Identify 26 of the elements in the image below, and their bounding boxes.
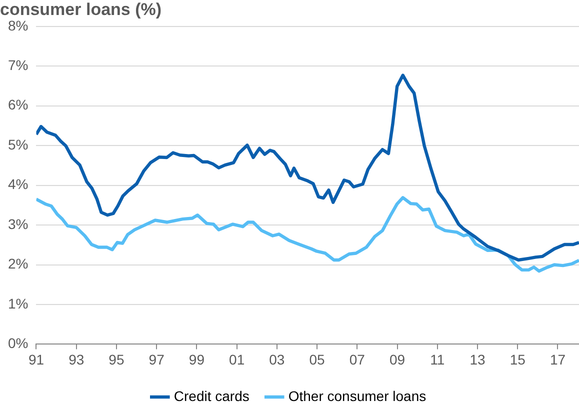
y-tick-label: 5%: [8, 136, 28, 152]
x-tick-label: 99: [188, 351, 205, 368]
legend-label: Other consumer loans: [288, 388, 426, 404]
x-tick-label: 95: [108, 351, 124, 368]
y-tick-label: 3%: [8, 216, 28, 232]
x-tick-label: 91: [28, 351, 44, 368]
x-tick-label: 17: [550, 351, 566, 368]
x-tick-label: 05: [309, 351, 326, 368]
x-tick-label: 97: [148, 351, 165, 368]
y-tick-label: 8%: [8, 17, 28, 34]
y-tick-label: 1%: [8, 295, 28, 312]
x-tick-label: 93: [68, 351, 84, 368]
y-tick-label: 7%: [8, 56, 28, 73]
x-tick-label: 11: [430, 351, 445, 368]
y-tick-label: 6%: [8, 96, 28, 113]
legend-label: Credit cards: [174, 388, 250, 404]
x-tick-label: 09: [389, 351, 406, 368]
x-tick-label: 03: [269, 351, 285, 368]
x-tick-label: 13: [470, 351, 486, 368]
x-tick-label: 07: [349, 351, 366, 368]
y-tick-label: 0%: [8, 335, 28, 352]
x-tick-label: 15: [510, 351, 526, 368]
y-tick-label: 4%: [8, 176, 28, 192]
y-tick-label: 2%: [8, 256, 28, 272]
chart-title: consumer loans (%): [0, 0, 162, 19]
x-tick-label: 01: [229, 351, 245, 368]
